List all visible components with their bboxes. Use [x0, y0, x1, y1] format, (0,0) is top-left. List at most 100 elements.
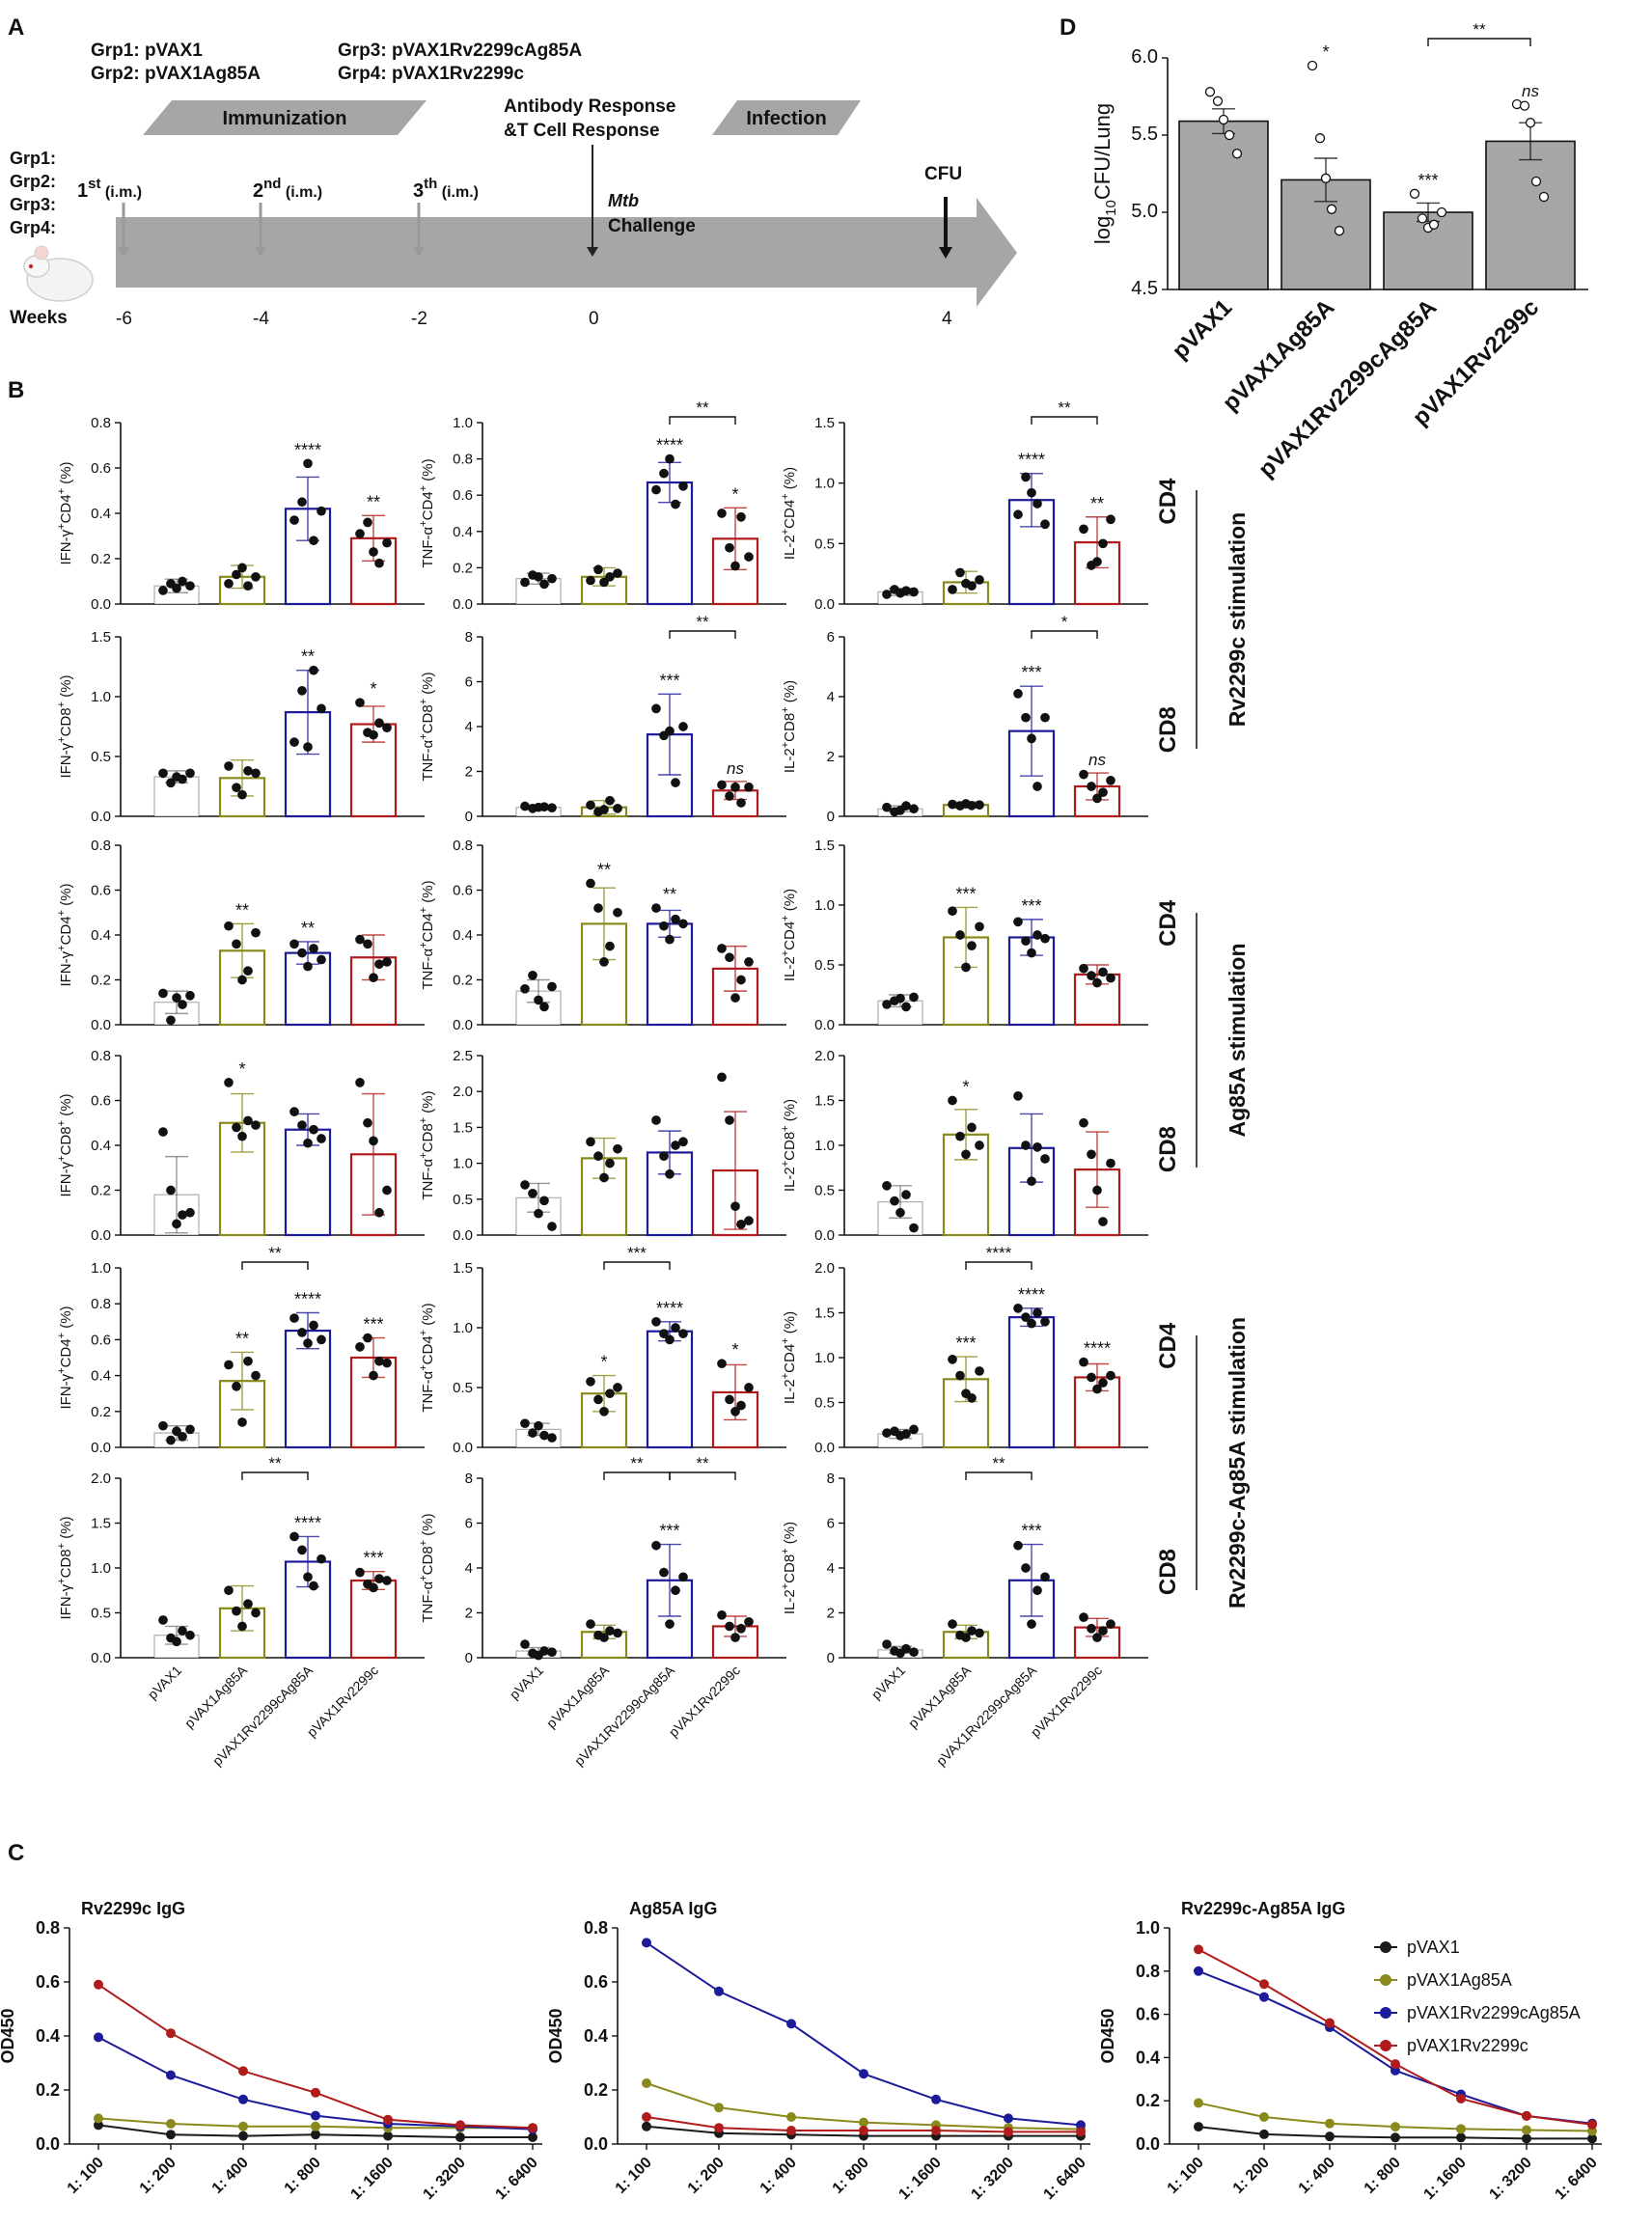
x-category-label-pVAX1Ag85A: pVAX1Ag85A	[181, 1662, 251, 1731]
bracket-label: **	[696, 613, 709, 631]
y-tick-label: 1.0	[814, 476, 835, 492]
data-point	[185, 1207, 195, 1218]
data-point	[651, 1115, 661, 1125]
y-tick-label: 1.0	[453, 1320, 473, 1336]
data-point	[355, 1341, 365, 1352]
data-point	[539, 802, 549, 812]
series-point-pVAX1Ag85A	[238, 2121, 248, 2131]
dose-arrowhead-2	[255, 247, 266, 257]
data-point	[382, 1358, 392, 1368]
significance-bracket	[603, 1261, 671, 1270]
x-tick-label: 1: 200	[137, 2155, 179, 2197]
data-point	[355, 529, 365, 539]
week-tick-0: 0	[589, 309, 599, 329]
series-point-pVAX1Ag85A	[786, 2112, 796, 2122]
data-point	[909, 804, 919, 814]
data-point	[185, 1424, 195, 1435]
data-point	[369, 1582, 378, 1593]
stimulation-label-2: Ag85A stimulation	[1225, 943, 1250, 1137]
data-point	[534, 995, 543, 1005]
data-point	[665, 454, 675, 464]
x-tick-label: 1: 3200	[1486, 2155, 1534, 2203]
y-tick-label: 0.4	[91, 506, 111, 522]
data-point	[237, 1621, 247, 1632]
data-point	[605, 795, 615, 806]
bar-pVAX1Rv2299cAg85A	[1007, 1316, 1056, 1449]
data-point	[237, 1131, 247, 1141]
series-point-pVAX1	[1194, 2122, 1203, 2132]
data-point	[1218, 114, 1229, 125]
data-point	[1098, 1217, 1108, 1226]
y-tick-label: 0.4	[91, 927, 111, 944]
data-point	[671, 914, 680, 924]
data-point	[671, 1323, 680, 1333]
y-tick-label: 0.8	[91, 1048, 111, 1064]
data-point	[948, 585, 957, 594]
y-tick-label: 0.5	[814, 1395, 835, 1412]
bracket-label: **	[268, 1244, 282, 1262]
significance-pVAX1Rv2299c: *	[731, 1340, 738, 1360]
data-point	[1314, 133, 1326, 144]
data-point	[369, 1370, 378, 1381]
data-point	[1021, 1312, 1031, 1323]
y-tick-label: 0.5	[814, 536, 835, 552]
data-point	[297, 1120, 307, 1130]
data-point	[309, 1320, 318, 1331]
panel-d-cfu-chart: D4.55.05.56.0 ****ns**log10CFU/LungpVAX1p…	[1060, 14, 1588, 482]
series-point-pVAX1Rv2299c	[1259, 1979, 1269, 1990]
y-tick-label: 0.2	[36, 2080, 60, 2100]
x-category-label-pVAX1Rv2299c: pVAX1Rv2299c	[304, 1663, 381, 1740]
challenge-arrowhead	[587, 247, 598, 257]
bar-pVAX1Rv2299c	[349, 1356, 398, 1449]
data-point	[178, 1431, 187, 1442]
data-point	[744, 552, 754, 562]
bar-pVAX1	[153, 1635, 200, 1659]
bar-panel-B-r3-TNF-CD4: 0.0 0.2 0.4 0.6 0.8 ** **	[453, 838, 786, 1033]
immunization-banner	[143, 100, 427, 135]
data-point	[593, 1151, 603, 1162]
data-point	[251, 1120, 261, 1130]
series-point-pVAX1Rv2299c	[714, 2123, 724, 2133]
cell-type-cd4-1: CD4	[1155, 478, 1181, 525]
data-point	[967, 800, 977, 811]
series-point-pVAX1	[238, 2131, 248, 2141]
x-tick-label: 1: 1600	[895, 2155, 944, 2203]
data-point	[613, 804, 622, 813]
y-tick-label: 0.2	[91, 1404, 111, 1420]
data-point	[651, 484, 661, 495]
data-point	[547, 573, 557, 584]
data-point	[1032, 499, 1042, 509]
y-tick-label: 0.2	[584, 2080, 608, 2100]
y-tick-label: 0.4	[91, 1138, 111, 1154]
data-point	[730, 993, 740, 1003]
data-point	[975, 1366, 984, 1376]
bracket-label: ***	[627, 1244, 647, 1262]
data-point	[967, 1122, 977, 1133]
data-point	[528, 1188, 537, 1198]
timeline-group-1: Grp1:	[10, 149, 56, 168]
series-point-pVAX1	[528, 2132, 537, 2142]
data-point	[528, 1428, 537, 1438]
significance-pVAX1Rv2299c: *	[370, 679, 376, 699]
y-tick-label: 1.5	[91, 629, 111, 646]
y-tick-label: 0.8	[453, 838, 473, 854]
data-point	[599, 1406, 609, 1416]
group-legend-4: Grp4: pVAX1Rv2299c	[338, 64, 524, 84]
data-point	[237, 975, 247, 985]
y-tick-label: 1.5	[91, 1516, 111, 1532]
significance-pVAX1Rv2299cAg85A: ***	[1021, 1522, 1041, 1541]
dose-label-2: 2nd (i.m.)	[253, 176, 322, 202]
data-point	[1013, 1091, 1023, 1101]
y-tick-label: 0.6	[584, 1972, 608, 1992]
significance-pVAX1Rv2299cAg85A: ****	[1018, 451, 1045, 470]
y-axis-label-B-r4-TNF-CD8: TNF-α+CD8+ (%)	[418, 1090, 436, 1199]
y-tick-label: 1.0	[453, 1156, 473, 1172]
y-axis-label-B-r4-IL2-CD8: IL-2+CD8+ (%)	[780, 1099, 798, 1192]
data-point	[1040, 519, 1050, 530]
data-point	[317, 954, 326, 965]
significance-bracket	[603, 1471, 671, 1480]
data-point	[534, 1420, 543, 1431]
cell-type-cd8-1: CD8	[1155, 706, 1181, 753]
y-axis-label-B-r1-IFN-CD4: IFN-γ+CD4+ (%)	[56, 461, 74, 564]
data-point	[1027, 948, 1036, 958]
